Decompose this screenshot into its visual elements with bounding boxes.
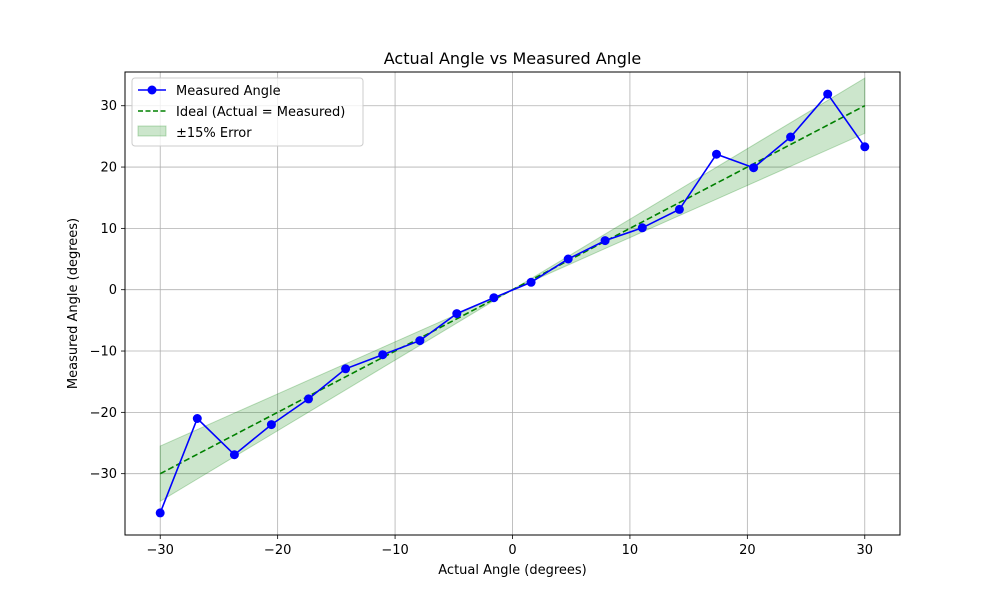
measured-point [860,142,870,152]
legend: Measured Angle Ideal (Actual = Measured)… [131,77,364,147]
y-axis-label: Measured Angle (degrees) [66,218,81,389]
y-tick-label: −20 [90,406,117,421]
measured-point [341,364,351,374]
legend-band-label: ±15% Error [176,126,252,141]
y-tick-label: −30 [90,467,117,482]
measured-point [526,277,536,287]
measured-point [712,149,721,159]
measured-point [378,350,388,360]
x-tick-label: −20 [264,543,291,558]
legend-ideal-label: Ideal (Actual = Measured) [176,105,345,120]
measured-point [674,204,684,214]
measured-point [489,293,499,303]
y-tick-label: 30 [100,99,117,114]
measured-point [266,420,276,430]
measured-line [159,92,866,514]
measured-point [637,223,647,233]
legend-band-swatch [137,125,167,137]
error-band-layer [159,77,866,503]
measured-point [229,450,239,460]
measured-point [749,163,759,173]
axis-ticks: −30 −20 −10 0 10 20 30 −30 −20 −10 0 10 20 30 [90,99,873,558]
x-tick-label: −30 [147,543,174,558]
legend-box [131,77,364,147]
measured-point [155,508,165,518]
legend-measured-label: Measured Angle [176,84,281,99]
measured-point [415,336,425,346]
measured-point [786,132,796,142]
measured-series-layer [155,89,870,518]
measured-point [600,236,610,246]
x-tick-label: −10 [381,543,408,558]
x-tick-label: 30 [856,543,873,558]
measured-point [563,254,573,264]
measured-point [452,309,462,319]
y-tick-label: −10 [90,345,117,360]
y-tick-label: 0 [109,283,117,298]
y-tick-label: 20 [100,161,117,176]
x-tick-label: 10 [622,543,639,558]
measured-point [823,89,833,99]
measured-point [192,414,202,423]
error-band [159,77,866,503]
y-tick-label: 10 [100,222,117,237]
chart-title: Actual Angle vs Measured Angle [384,49,642,68]
legend-measured-marker [147,85,157,95]
x-tick-label: 20 [739,543,756,558]
measured-point [304,394,313,404]
x-axis-label: Actual Angle (degrees) [438,563,586,578]
x-tick-label: 0 [508,543,516,558]
